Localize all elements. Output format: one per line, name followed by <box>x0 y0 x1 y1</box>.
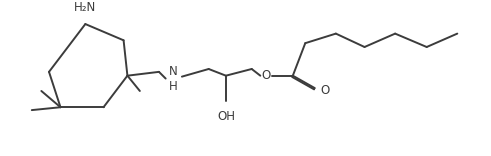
Text: O: O <box>261 69 271 82</box>
Text: OH: OH <box>217 110 235 123</box>
Text: O: O <box>321 83 330 97</box>
Text: H₂N: H₂N <box>74 2 96 15</box>
Text: N
H: N H <box>169 65 178 93</box>
